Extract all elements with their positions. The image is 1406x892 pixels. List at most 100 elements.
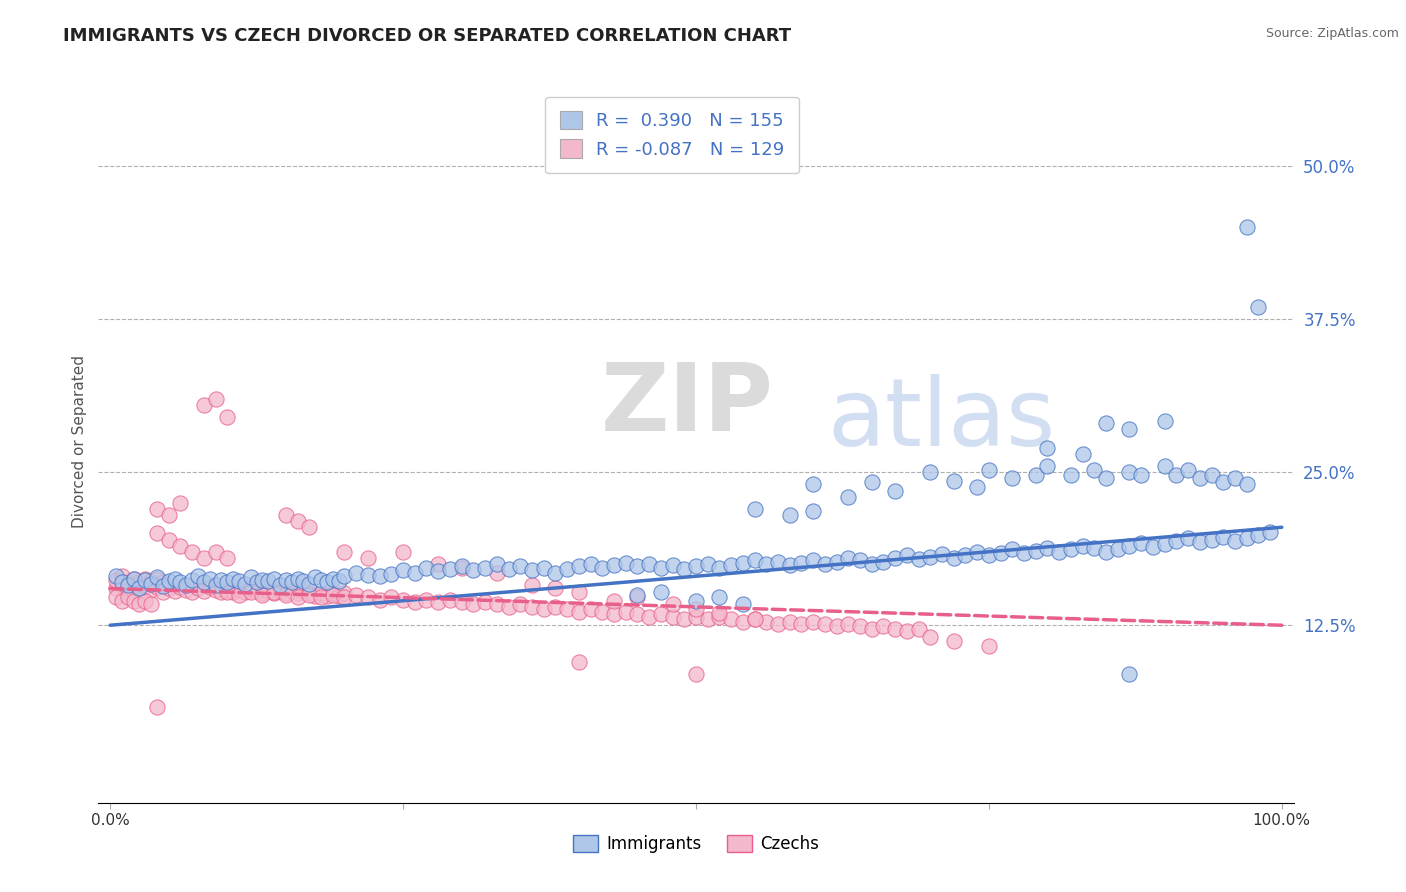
Point [427, 595, 450, 609]
Point [134, 579, 156, 593]
Point [1001, 471, 1024, 485]
Point [638, 609, 661, 624]
Point [217, 585, 239, 599]
Point [146, 700, 169, 714]
Point [744, 502, 766, 516]
Point [942, 550, 965, 565]
Point [439, 562, 461, 576]
Point [141, 574, 163, 589]
Point [685, 593, 707, 607]
Point [157, 574, 180, 589]
Text: IMMIGRANTS VS CZECH DIVORCED OR SEPARATED CORRELATION CHART: IMMIGRANTS VS CZECH DIVORCED OR SEPARATE… [63, 27, 792, 45]
Point [1025, 467, 1047, 482]
Point [217, 410, 239, 425]
Point [720, 558, 742, 573]
Point [309, 586, 332, 600]
Point [357, 550, 380, 565]
Point [357, 590, 380, 604]
Point [920, 465, 942, 479]
Point [309, 590, 332, 604]
Point [744, 553, 766, 567]
Point [328, 589, 350, 603]
Point [779, 558, 801, 573]
Point [257, 583, 280, 598]
Point [298, 586, 321, 600]
Point [152, 579, 174, 593]
Point [579, 602, 602, 616]
Point [568, 605, 591, 619]
Point [211, 573, 233, 587]
Point [174, 578, 197, 592]
Point [896, 624, 918, 639]
Point [357, 568, 380, 582]
Point [1236, 220, 1258, 235]
Point [281, 583, 304, 598]
Point [1095, 416, 1118, 430]
Point [157, 508, 180, 522]
Point [146, 570, 169, 584]
Point [1236, 531, 1258, 545]
Point [333, 586, 356, 600]
Point [239, 585, 262, 599]
Point [977, 549, 1000, 563]
Point [568, 585, 591, 599]
Point [1025, 543, 1047, 558]
Point [152, 575, 174, 590]
Point [198, 580, 221, 594]
Point [439, 592, 461, 607]
Point [603, 558, 626, 573]
Point [427, 557, 450, 571]
Point [146, 580, 169, 594]
Point [169, 575, 191, 590]
Point [298, 520, 321, 534]
Point [404, 595, 426, 609]
Point [1258, 525, 1281, 540]
Point [169, 496, 191, 510]
Point [626, 607, 648, 622]
Point [544, 582, 567, 596]
Point [942, 634, 965, 648]
Point [415, 592, 437, 607]
Y-axis label: Divorced or Separated: Divorced or Separated [72, 355, 87, 528]
Point [257, 574, 280, 589]
Point [404, 566, 426, 580]
Point [122, 593, 145, 607]
Point [228, 574, 250, 589]
Point [128, 582, 150, 596]
Point [1153, 414, 1175, 428]
Point [322, 588, 344, 602]
Point [292, 583, 315, 598]
Point [990, 546, 1012, 560]
Point [696, 557, 718, 571]
Point [274, 586, 297, 600]
Point [328, 574, 350, 589]
Point [105, 590, 128, 604]
Point [650, 560, 672, 574]
Point [111, 569, 134, 583]
Point [204, 582, 226, 597]
Point [966, 480, 988, 494]
Point [474, 595, 496, 609]
Point [498, 562, 520, 576]
Point [252, 588, 274, 602]
Point [1201, 467, 1223, 482]
Point [157, 533, 180, 547]
Point [187, 582, 209, 596]
Point [181, 545, 204, 559]
Point [1130, 536, 1153, 550]
Point [509, 598, 531, 612]
Point [141, 582, 163, 597]
Point [252, 586, 274, 600]
Point [233, 585, 256, 599]
Point [801, 477, 824, 491]
Point [1166, 533, 1188, 548]
Point [246, 575, 269, 590]
Point [1166, 467, 1188, 482]
Point [146, 526, 169, 541]
Point [117, 575, 139, 590]
Point [520, 578, 543, 592]
Point [685, 667, 707, 681]
Point [1118, 667, 1140, 681]
Point [105, 582, 128, 596]
Point [1118, 539, 1140, 553]
